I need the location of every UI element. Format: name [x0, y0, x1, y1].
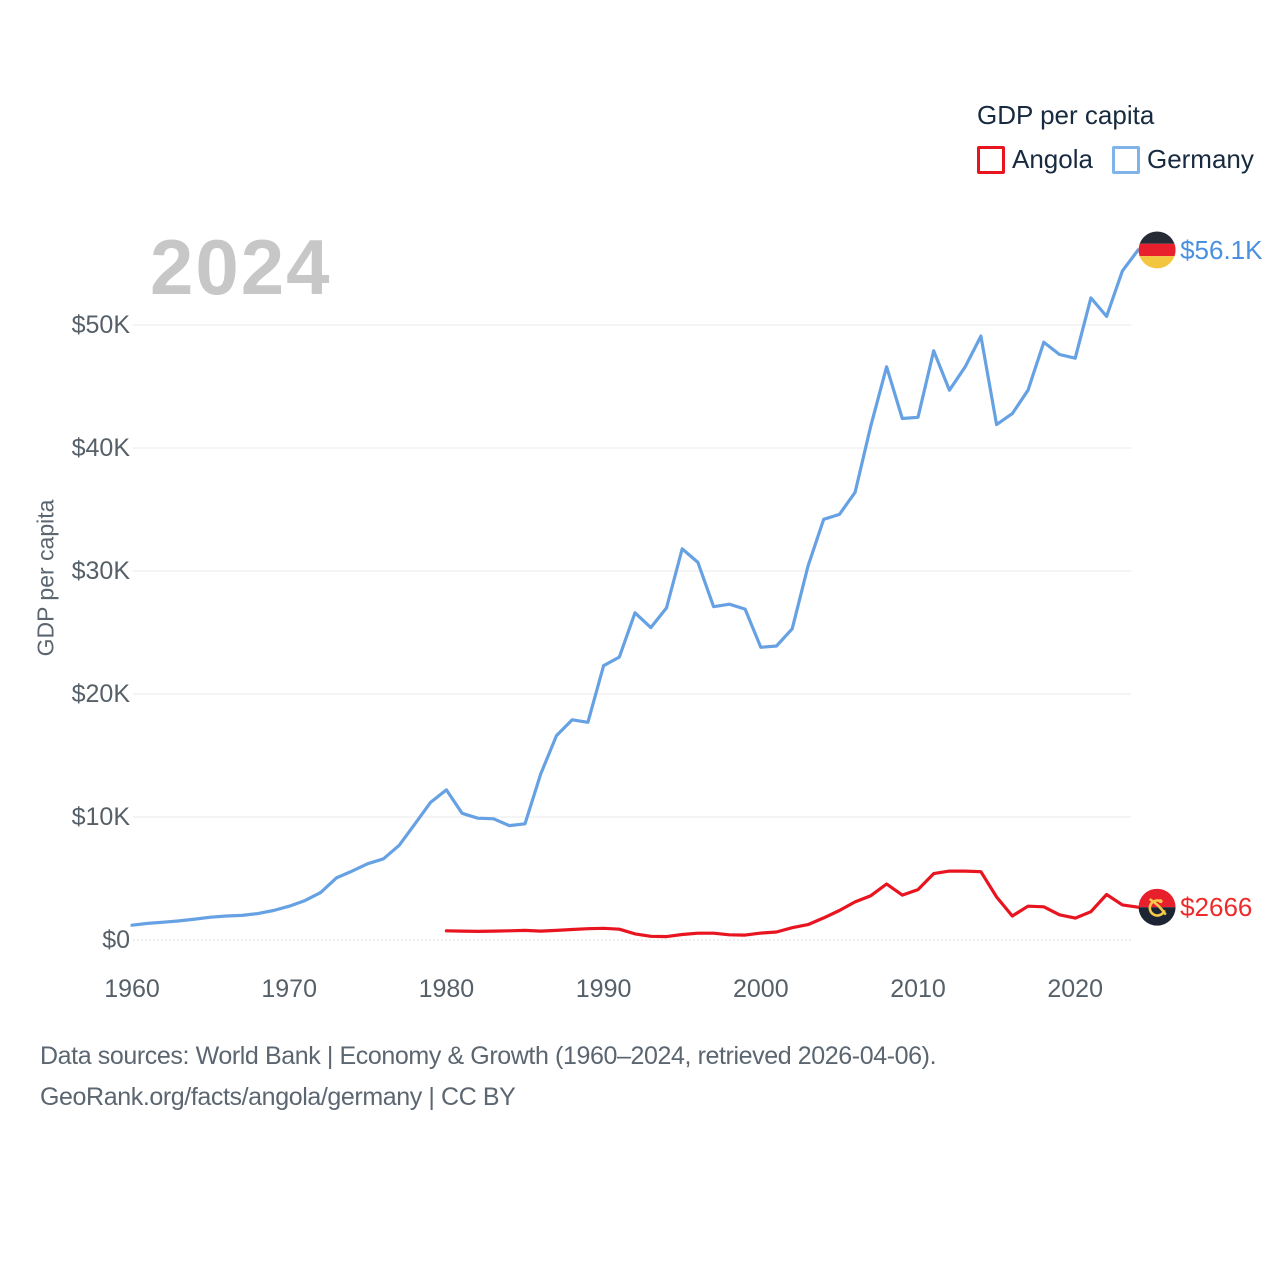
germany-flag-icon [1138, 231, 1176, 269]
angola-end-label: $2666 [1180, 892, 1253, 923]
footer-attribution-line: GeoRank.org/facts/angola/germany | CC BY [40, 1083, 516, 1111]
x-tick-label: 1990 [575, 975, 632, 1003]
legend: GDP per capita Angola Germany [977, 100, 1254, 175]
footer: Data sources: World Bank | Economy & Gro… [40, 1036, 937, 1118]
y-tick-label: $20K [71, 680, 130, 708]
legend-item-germany[interactable]: Germany [1111, 144, 1254, 175]
legend-title: GDP per capita [977, 100, 1155, 130]
y-tick-label: $40K [71, 434, 130, 462]
legend-label-germany: Germany [1146, 144, 1254, 174]
x-tick-label: 1970 [261, 975, 317, 1003]
germany-line [130, 248, 1140, 927]
legend-label-angola: Angola [1012, 144, 1093, 174]
legend-row: Angola Germany [977, 144, 1254, 175]
germany-swatch-icon [1111, 145, 1140, 174]
x-tick-label: 2020 [1047, 975, 1103, 1003]
legend-item-angola[interactable]: Angola [977, 144, 1093, 175]
x-tick-label: 1960 [104, 975, 160, 1003]
angola-line [444, 869, 1140, 939]
y-tick-label: $30K [71, 557, 130, 585]
x-tick-label: 1980 [418, 975, 475, 1003]
y-tick-label: $50K [71, 311, 130, 339]
watermark-year: 2024 [150, 223, 332, 311]
angola-flag-icon [1138, 888, 1176, 926]
x-tick-label: 2000 [732, 975, 789, 1003]
footer-source-line: Data sources: World Bank | Economy & Gro… [40, 1042, 937, 1070]
y-tick-label: $0 [102, 926, 130, 954]
germany-end-label: $56.1K [1180, 234, 1263, 265]
x-tick-label: 2010 [890, 975, 946, 1003]
angola-swatch-icon [977, 145, 1005, 174]
y-tick-label: $10K [71, 803, 130, 831]
